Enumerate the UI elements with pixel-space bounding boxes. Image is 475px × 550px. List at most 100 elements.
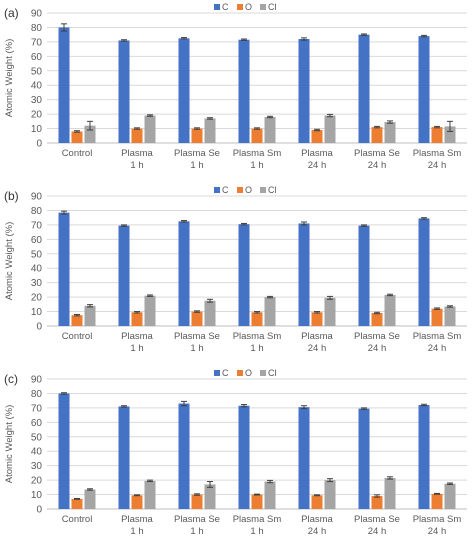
bar-O	[131, 312, 143, 326]
bar-Cl	[324, 115, 336, 143]
legend-label-O: O	[245, 185, 252, 195]
y-tick-label: 0	[36, 139, 42, 150]
x-tick-label: 24 h	[308, 343, 327, 354]
y-axis-label: Atomic Weight (%)	[4, 39, 15, 117]
legend-swatch-O	[237, 370, 243, 376]
y-tick-label: 80	[31, 206, 43, 217]
panel-label: (a)	[4, 6, 19, 20]
y-tick-label: 40	[31, 264, 43, 275]
y-tick-label: 60	[31, 418, 43, 429]
legend-swatch-C	[214, 187, 220, 193]
y-tick-label: 30	[31, 461, 43, 472]
bar-Cl	[264, 481, 276, 509]
bar-C	[58, 27, 70, 144]
x-tick-label: Plasma Sm	[233, 514, 282, 525]
x-tick-label: Plasma Sm	[233, 331, 282, 342]
x-tick-label: Plasma Sm	[413, 148, 462, 159]
bar-C	[238, 224, 250, 326]
y-tick-label: 20	[31, 110, 43, 121]
y-tick-label: 70	[31, 37, 43, 48]
x-tick-label: Control	[62, 514, 93, 525]
bar-O	[251, 128, 263, 143]
y-tick-label: 70	[31, 220, 43, 231]
bar-O	[431, 493, 443, 509]
bar-C	[238, 405, 250, 509]
bar-C	[418, 218, 430, 326]
x-tick-label: 1 h	[190, 343, 203, 354]
x-tick-label: Plasma	[121, 148, 153, 159]
x-tick-label: Plasma Se	[174, 514, 220, 525]
x-tick-label: Plasma Sm	[413, 331, 462, 342]
x-tick-label: Plasma Se	[354, 331, 400, 342]
bar-O	[371, 127, 383, 143]
legend-swatch-Cl	[260, 4, 266, 10]
y-tick-label: 60	[31, 235, 43, 246]
y-tick-label: 90	[31, 9, 43, 20]
x-tick-label: 24 h	[428, 160, 447, 171]
bar-C	[178, 221, 190, 326]
bar-O	[191, 311, 203, 326]
x-tick-label: 24 h	[368, 526, 387, 537]
x-tick-label: 1 h	[130, 526, 143, 537]
y-tick-label: 0	[36, 322, 42, 333]
bar-Cl	[204, 118, 216, 143]
legend-swatch-Cl	[260, 370, 266, 376]
y-tick-label: 70	[31, 403, 43, 414]
x-tick-label: Plasma Se	[174, 148, 220, 159]
bar-O	[311, 495, 323, 509]
x-tick-label: 1 h	[130, 160, 143, 171]
bar-Cl	[144, 115, 156, 143]
bar-O	[191, 128, 203, 143]
legend-label-C: C	[222, 185, 229, 195]
bar-C	[298, 407, 310, 509]
bar-C	[358, 408, 370, 509]
bar-C	[178, 403, 190, 509]
y-tick-label: 80	[31, 23, 43, 34]
y-tick-label: 20	[31, 476, 43, 487]
y-axis-label: Atomic Weight (%)	[4, 405, 15, 483]
bar-C	[58, 212, 70, 326]
x-tick-label: Plasma	[301, 331, 333, 342]
bar-C	[358, 225, 370, 326]
x-tick-label: 1 h	[130, 343, 143, 354]
x-tick-label: Control	[62, 148, 93, 159]
x-tick-label: 1 h	[190, 526, 203, 537]
y-tick-label: 10	[31, 490, 43, 501]
bar-Cl	[204, 300, 216, 326]
y-tick-label: 60	[31, 52, 43, 63]
bar-Cl	[384, 122, 396, 143]
x-tick-label: 24 h	[308, 526, 327, 537]
bar-O	[431, 308, 443, 326]
x-tick-label: Plasma Sm	[413, 514, 462, 525]
bar-Cl	[264, 117, 276, 143]
bar-Cl	[84, 125, 96, 143]
bar-O	[131, 495, 143, 509]
y-tick-label: 40	[31, 81, 43, 92]
y-tick-label: 50	[31, 249, 43, 260]
legend-swatch-O	[237, 187, 243, 193]
bar-C	[418, 36, 430, 143]
legend-swatch-C	[214, 4, 220, 10]
x-tick-label: Plasma	[301, 514, 333, 525]
bar-O	[251, 494, 263, 509]
x-tick-label: Plasma	[121, 514, 153, 525]
bar-C	[418, 405, 430, 509]
bar-Cl	[324, 480, 336, 509]
x-tick-label: Control	[62, 331, 93, 342]
bar-C	[298, 39, 310, 143]
bar-Cl	[384, 294, 396, 326]
bar-C	[118, 225, 130, 326]
bar-O	[371, 313, 383, 326]
bar-Cl	[144, 295, 156, 326]
legend-label-C: C	[222, 368, 229, 378]
bar-O	[131, 128, 143, 143]
legend-swatch-C	[214, 370, 220, 376]
y-tick-label: 20	[31, 293, 43, 304]
bar-Cl	[84, 305, 96, 326]
bar-C	[118, 406, 130, 509]
bar-Cl	[444, 306, 456, 326]
bar-O	[191, 494, 203, 509]
x-tick-label: 24 h	[368, 160, 387, 171]
legend-swatch-Cl	[260, 187, 266, 193]
